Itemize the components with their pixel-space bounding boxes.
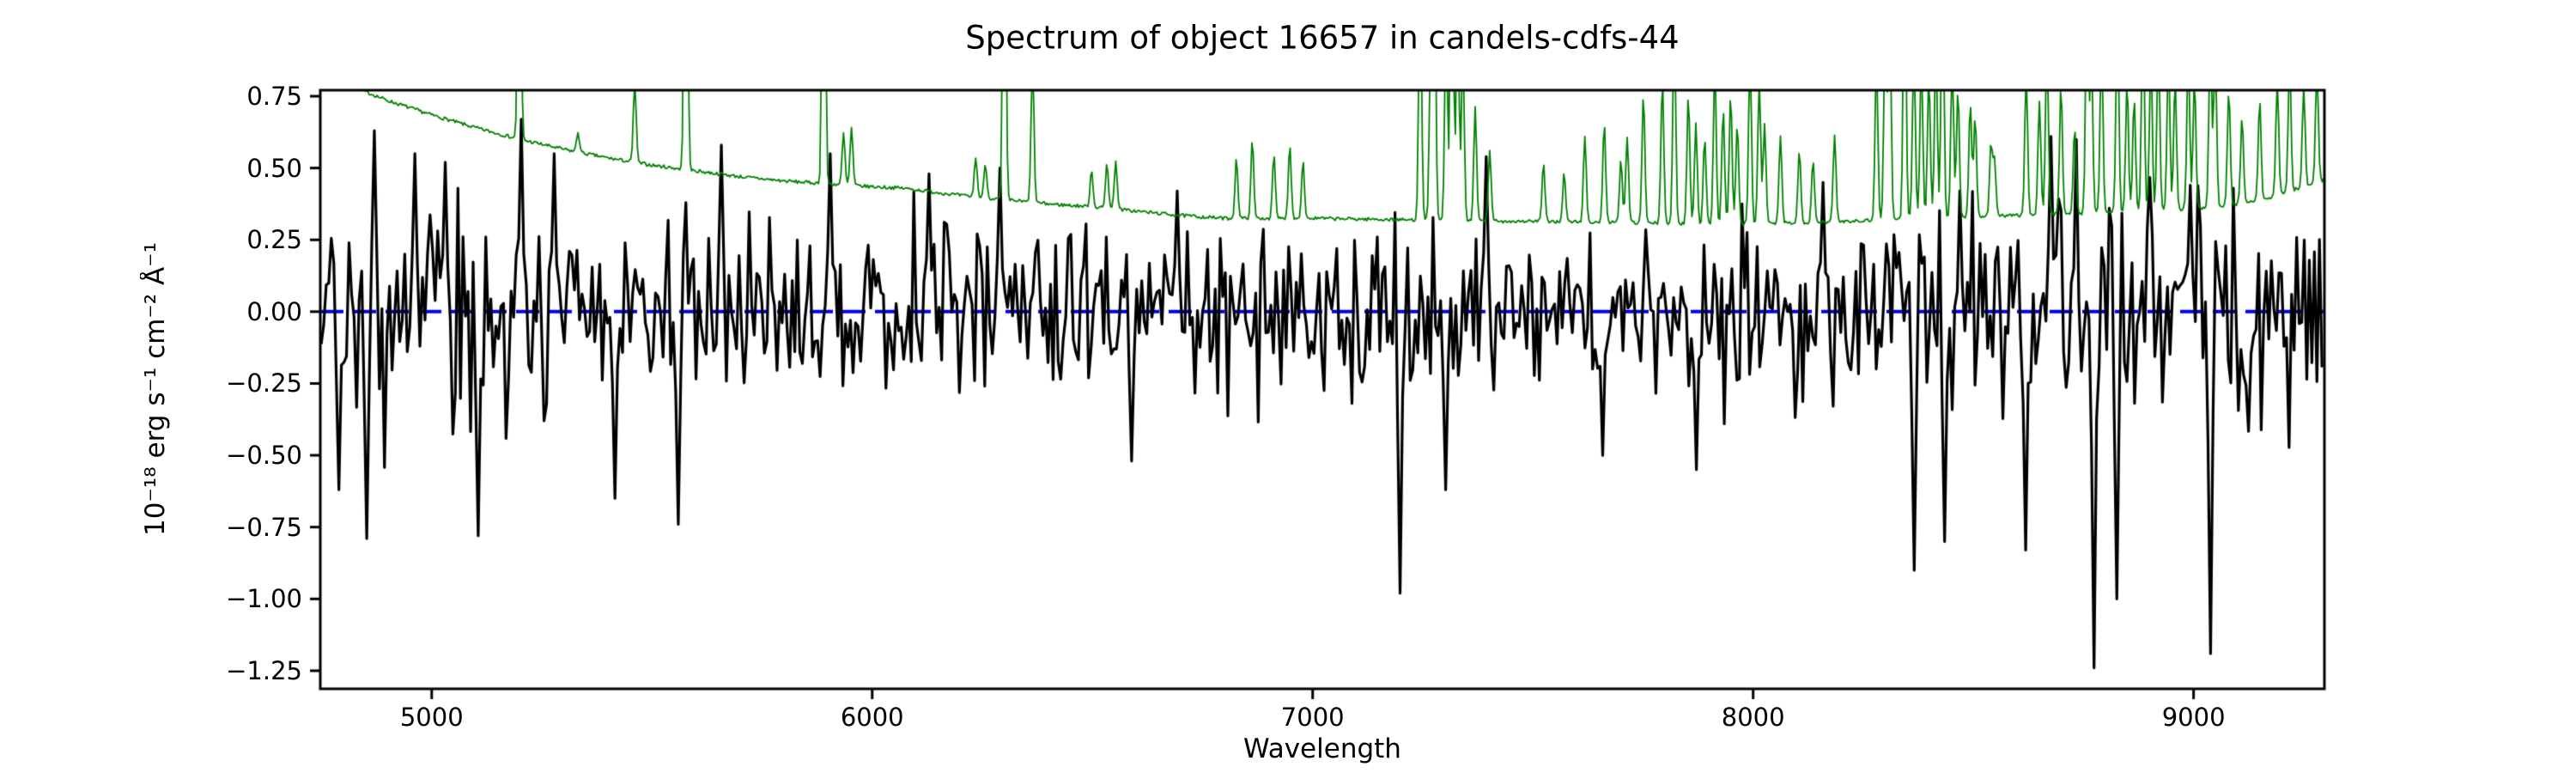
y-tick-label: 0.00	[246, 296, 302, 326]
x-tick-label: 9000	[2161, 703, 2226, 732]
chart-title: Spectrum of object 16657 in candels-cdfs…	[965, 19, 1680, 57]
x-tick-label: 7000	[1280, 703, 1345, 732]
y-tick-label: −1.25	[226, 655, 302, 685]
y-tick-label: 0.50	[246, 153, 302, 183]
y-tick-label: −0.25	[226, 368, 302, 399]
x-tick-label: 5000	[399, 703, 464, 732]
y-tick-label: 0.25	[246, 225, 302, 255]
y-tick-label: 0.75	[246, 82, 302, 112]
y-tick-label: −1.00	[226, 584, 302, 614]
y-axis-label: 10⁻¹⁸ erg s⁻¹ cm⁻² Å⁻¹	[140, 242, 171, 536]
y-tick-label: −0.50	[226, 441, 302, 471]
x-tick-label: 6000	[840, 703, 904, 732]
x-axis-label: Wavelength	[1243, 733, 1401, 764]
y-tick-label: −0.75	[226, 512, 302, 542]
x-tick-label: 8000	[1721, 703, 1785, 732]
